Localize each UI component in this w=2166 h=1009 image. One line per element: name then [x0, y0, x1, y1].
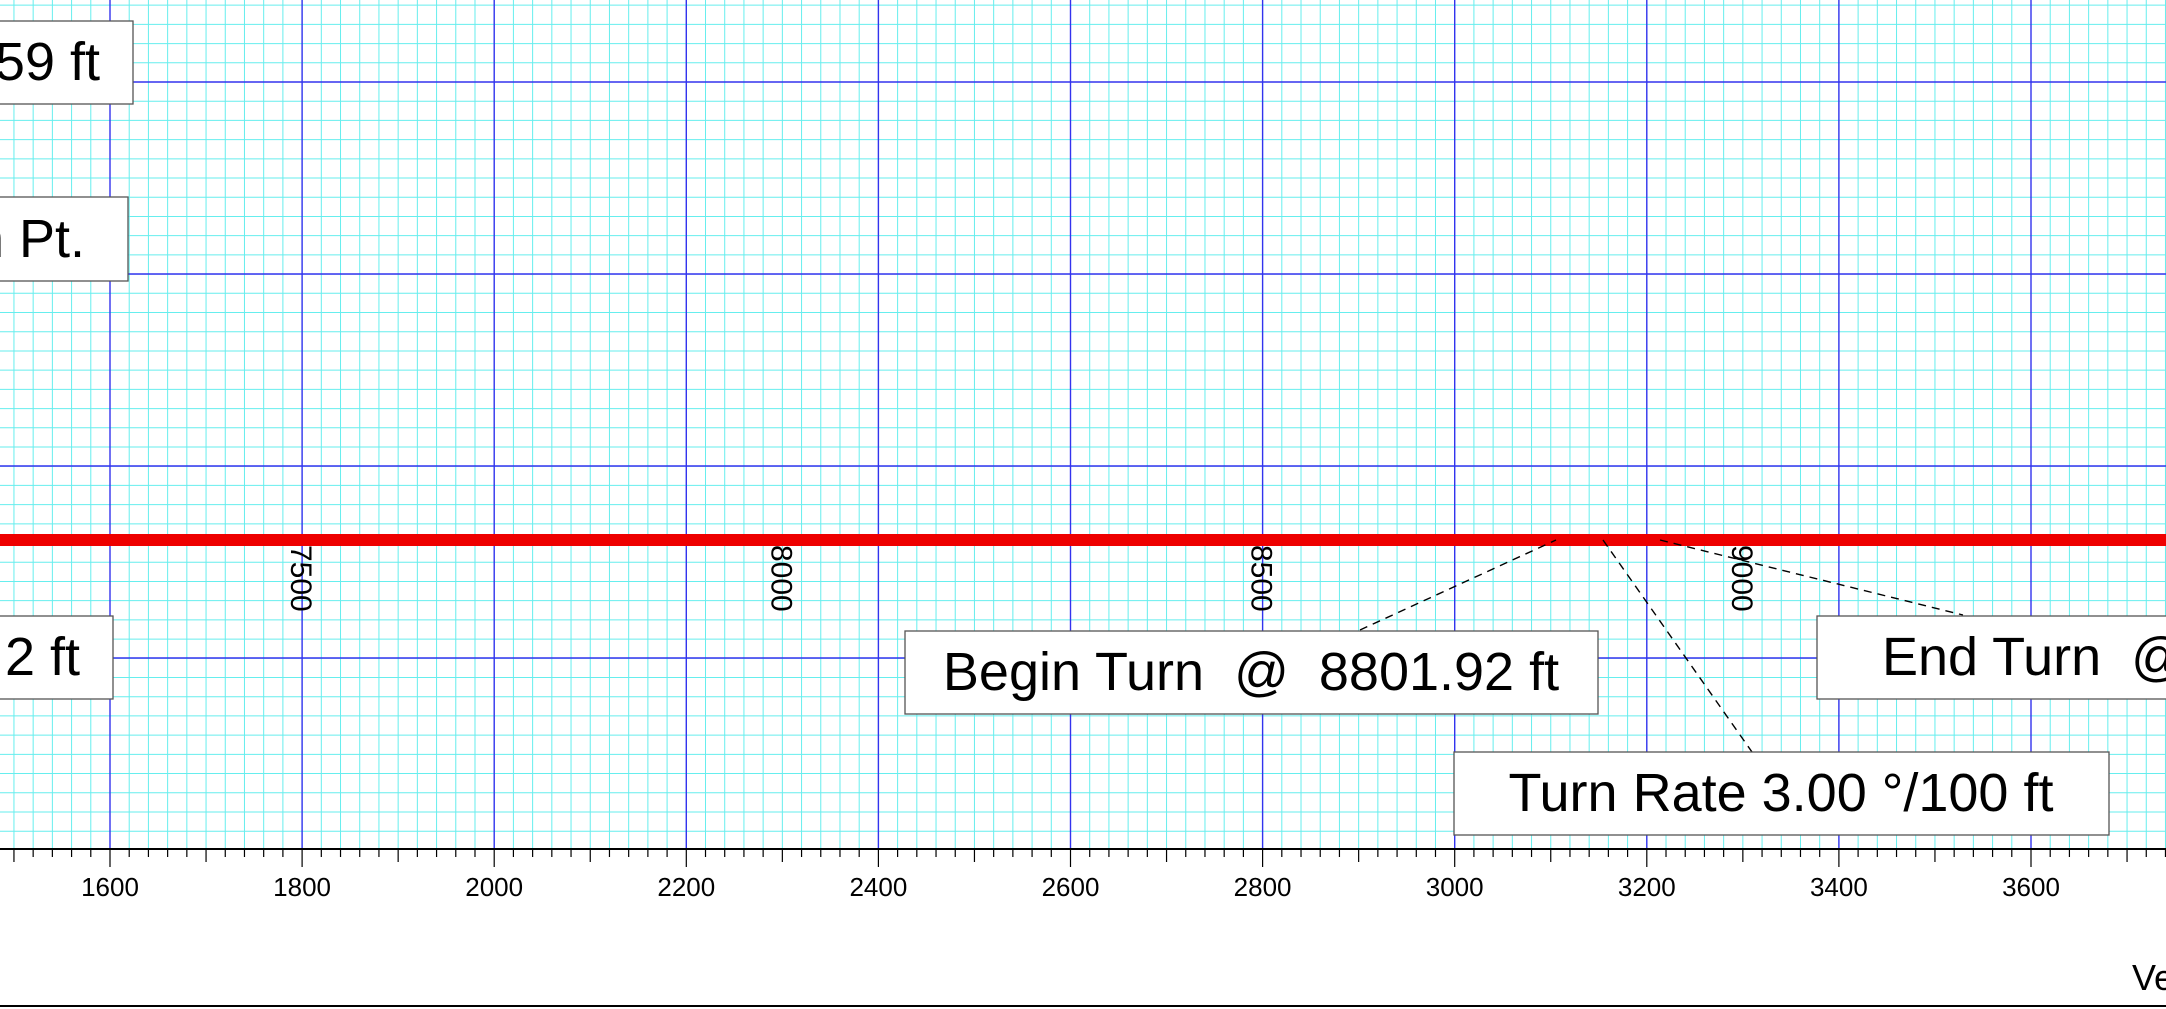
annotation-left-bottom: 2 ft [0, 615, 114, 700]
annotation-turn-rate: Turn Rate 3.00 °/100 ft [1453, 751, 2110, 836]
x-tick-label: 2600 [1042, 872, 1100, 902]
x-axis-ticks [13, 849, 2166, 867]
x-axis-title: Ve [2132, 957, 2166, 998]
x-tick-label: 1800 [273, 872, 331, 902]
annotation-begin-turn-text: Begin Turn @ 8801.92 ft [943, 642, 1559, 702]
annotation-end-turn: End Turn @ [1816, 615, 2166, 700]
annotation-left-middle-text: n Pt. [0, 209, 85, 269]
md-label: 7500 [284, 545, 317, 612]
annotation-left-middle: n Pt. [0, 196, 129, 282]
begin-turn-leader [1359, 539, 1557, 631]
major-gridlines [0, 0, 2166, 849]
minor-gridlines [0, 0, 2166, 849]
x-tick-label: 3400 [1810, 872, 1868, 902]
x-axis-tick-labels: 1600 1800 2000 2200 2400 2600 2800 3000 3200 3400… [81, 872, 2060, 902]
x-tick-label: 2200 [657, 872, 715, 902]
md-label: 8500 [1245, 545, 1278, 612]
x-tick-label: 2400 [849, 872, 907, 902]
x-tick-label: 3600 [2002, 872, 2060, 902]
annotation-left-top-text: 59 ft [0, 32, 100, 92]
md-label: 8000 [764, 545, 797, 612]
turn-rate-leader [1602, 539, 1753, 753]
x-tick-label: 2000 [465, 872, 523, 902]
annotation-begin-turn: Begin Turn @ 8801.92 ft [904, 630, 1599, 715]
md-label: 9000 [1725, 545, 1758, 612]
x-tick-label: 3200 [1618, 872, 1676, 902]
x-tick-label: 1600 [81, 872, 139, 902]
annotation-end-turn-text: End Turn @ [1882, 627, 2166, 687]
annotation-turn-rate-text: Turn Rate 3.00 °/100 ft [1509, 763, 2054, 823]
measured-depth-labels: 7500 8000 8500 9000 [284, 545, 1758, 612]
x-tick-label: 2800 [1234, 872, 1292, 902]
x-tick-label: 3000 [1426, 872, 1484, 902]
annotation-left-bottom-text: 2 ft [5, 627, 80, 687]
annotation-left-top: 59 ft [0, 20, 134, 105]
end-turn-leader [1659, 539, 1964, 616]
